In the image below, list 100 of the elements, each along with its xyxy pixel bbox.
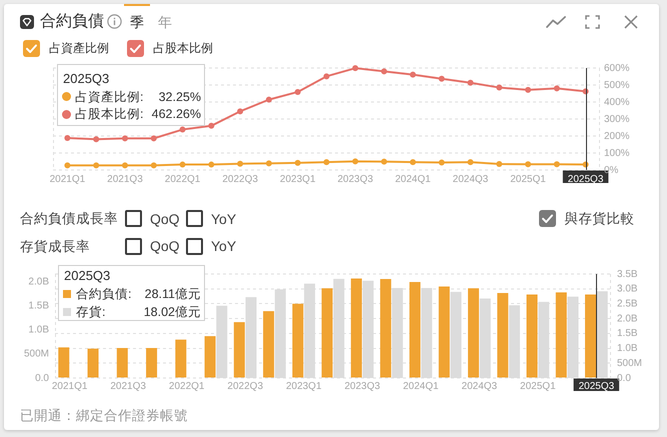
text: QoQ xyxy=(150,237,180,256)
x-tick-label: 2024Q1 xyxy=(402,380,440,392)
point xyxy=(496,161,502,168)
annotation: 18.02億元 xyxy=(144,304,201,320)
point xyxy=(122,162,128,168)
point xyxy=(496,84,502,91)
point xyxy=(352,158,358,164)
point xyxy=(410,159,416,166)
annotation: 32.25% xyxy=(158,88,201,105)
y2-tick-label: 500M xyxy=(617,358,642,369)
y2-tick-label: 2.5B xyxy=(617,298,638,310)
text: 合約負債成長率 xyxy=(20,210,118,228)
x-tick-label: 2022Q1 xyxy=(168,380,205,392)
annotation: 2025Q3 xyxy=(63,71,110,87)
x-tick-label: 2024Q3 xyxy=(462,380,498,392)
bar xyxy=(88,348,99,378)
point xyxy=(525,161,532,168)
y-tick-label: 100% xyxy=(604,148,630,159)
y-tick-label: 500M xyxy=(24,348,49,360)
x-tick-label: 2021Q1 xyxy=(50,174,86,185)
point xyxy=(525,86,532,93)
point xyxy=(438,76,445,82)
x-tick-label: 2022Q1 xyxy=(164,174,201,185)
legend-label: 占資產比例 xyxy=(49,40,109,57)
x-tick-label: 2025Q3 xyxy=(578,380,615,392)
y2-tick-label: 3.5B xyxy=(617,268,638,280)
point xyxy=(237,108,244,114)
bar xyxy=(175,340,186,378)
point xyxy=(237,160,244,167)
x-tick-label: 2021Q3 xyxy=(107,174,144,185)
annotation: 28.11億元 xyxy=(144,286,201,302)
y-tick-label: 500% xyxy=(604,80,630,91)
y2-tick-label: 1.5B xyxy=(617,328,638,340)
point xyxy=(381,158,388,165)
point xyxy=(93,136,100,142)
y-tick-label: 0.0 xyxy=(35,372,50,384)
y-tick-label: 1.0B xyxy=(28,324,50,336)
y-tick-label: 200% xyxy=(604,130,630,142)
text: 存貨成長率 xyxy=(20,238,90,255)
text: 季 xyxy=(130,12,144,31)
x-tick-label: 2025Q3 xyxy=(568,174,604,185)
text: YoY xyxy=(211,237,236,256)
point xyxy=(554,161,560,168)
x-tick-label: 2023Q1 xyxy=(286,380,322,392)
point xyxy=(64,162,70,168)
point xyxy=(64,135,70,142)
point xyxy=(352,65,358,72)
point xyxy=(122,135,128,142)
point xyxy=(467,80,474,86)
point xyxy=(324,73,330,80)
annotation: 462.26% xyxy=(152,106,201,122)
bar xyxy=(58,347,70,378)
annotation: 占資產比例: xyxy=(75,88,144,105)
annotation: 占股本比例: xyxy=(75,106,144,122)
x-tick-label: 2025Q1 xyxy=(510,174,546,185)
point xyxy=(266,96,272,103)
point xyxy=(266,160,272,166)
chart-title: 合約負債 xyxy=(40,12,104,32)
x-tick-label: 2021Q3 xyxy=(110,380,146,392)
text: QoQ xyxy=(150,210,180,228)
text: 與存貨比較 xyxy=(564,210,634,228)
x-tick-label: 2023Q3 xyxy=(337,174,374,185)
point xyxy=(410,72,416,78)
point xyxy=(93,162,100,168)
x-tick-label: 2021Q1 xyxy=(52,380,88,392)
y-tick-label: 600% xyxy=(604,62,630,74)
x-tick-label: 2023Q3 xyxy=(344,380,380,392)
point xyxy=(150,162,157,168)
annotation: 合約負債: xyxy=(76,286,132,302)
x-tick-label: 2023Q1 xyxy=(280,174,316,185)
y2-tick-label: 1.0B xyxy=(617,343,638,354)
x-tick-label: 2024Q3 xyxy=(452,174,489,185)
point xyxy=(180,162,186,168)
point xyxy=(438,160,445,166)
point xyxy=(150,135,157,142)
text: 已開通：綁定合作證券帳號 xyxy=(20,407,188,424)
x-tick-label: 2024Q1 xyxy=(395,174,432,185)
y-tick-label: 1.5B xyxy=(28,300,50,312)
point xyxy=(294,160,301,166)
annotation: 存貨: xyxy=(76,304,106,320)
x-tick-label: 2022Q3 xyxy=(227,380,264,392)
point xyxy=(208,162,214,168)
point xyxy=(381,68,388,74)
y-tick-label: 2.0B xyxy=(28,276,50,288)
bar xyxy=(146,348,158,378)
annotation: 2025Q3 xyxy=(64,268,110,284)
point xyxy=(554,85,560,92)
y-tick-label: 400% xyxy=(604,96,630,108)
point xyxy=(324,159,330,166)
y-tick-label: 0% xyxy=(604,164,619,176)
y-tick-label: 300% xyxy=(604,114,630,125)
y2-tick-label: 3.0B xyxy=(617,284,638,295)
x-tick-label: 2025Q1 xyxy=(520,380,556,392)
x-tick-label: 2022Q3 xyxy=(222,174,258,185)
point xyxy=(180,126,186,133)
text: 年 xyxy=(158,12,172,31)
point xyxy=(467,159,474,166)
bar xyxy=(116,348,128,378)
text: YoY xyxy=(211,210,236,228)
y2-tick-label: 2.0B xyxy=(617,313,638,324)
